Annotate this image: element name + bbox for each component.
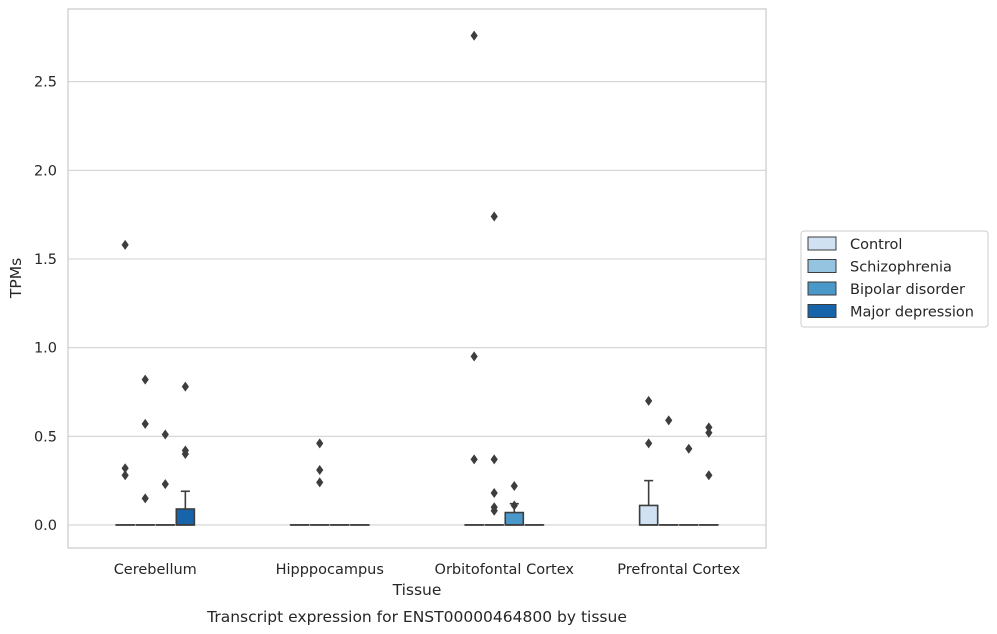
- y-tick-label: 1.5: [34, 252, 57, 268]
- outlier-point: [510, 500, 518, 511]
- outlier-point: [316, 438, 324, 449]
- x-tick-label: Prefrontal Cortex: [617, 562, 740, 578]
- legend-swatch: [807, 281, 837, 296]
- outlier-point: [141, 374, 149, 385]
- legend: Control Schizophrenia Bipolar disorder Majo…: [800, 230, 989, 328]
- outlier-point: [141, 493, 149, 504]
- box-group: [484, 211, 505, 526]
- outlier-point: [705, 427, 713, 438]
- box-group: [699, 422, 719, 526]
- box-group: [658, 415, 679, 526]
- gridlines: [68, 81, 766, 526]
- outlier-point: [685, 443, 693, 454]
- box-group: [309, 438, 330, 526]
- y-tick-label: 1.0: [34, 341, 57, 357]
- x-axis-ticks: Cerebellum Hipppocampus Orbitofontal Corte…: [114, 562, 741, 578]
- outlier-point: [121, 463, 129, 474]
- y-tick-label: 2.5: [34, 75, 57, 91]
- y-tick-label: 0.5: [34, 429, 57, 445]
- legend-label: Schizophrenia: [850, 260, 952, 276]
- box-group: [504, 480, 525, 526]
- outlier-point: [490, 454, 498, 465]
- box-group: [115, 239, 135, 526]
- outlier-point: [121, 239, 129, 250]
- x-tick-label: Orbitofontal Cortex: [435, 562, 575, 578]
- outlier-point: [645, 438, 653, 449]
- box-layer: [115, 30, 719, 526]
- box-group: [175, 381, 196, 526]
- legend-swatch: [807, 236, 837, 251]
- outlier-point: [161, 479, 169, 490]
- box: [638, 504, 659, 526]
- outlier-point: [705, 422, 713, 433]
- outlier-point: [490, 505, 498, 516]
- outlier-point: [490, 488, 498, 499]
- box: [504, 511, 525, 526]
- legend-frame: [800, 230, 989, 328]
- outlier-point: [181, 449, 189, 460]
- outlier-point: [121, 470, 129, 481]
- x-tick-label: Hipppocampus: [276, 562, 384, 578]
- outlier-point: [645, 395, 653, 406]
- outlier-point: [161, 429, 169, 440]
- outlier-point: [490, 211, 498, 222]
- outlier-point: [470, 454, 478, 465]
- y-tick-label: 2.0: [34, 163, 57, 179]
- legend-swatch: [807, 259, 837, 273]
- outlier-point: [316, 477, 324, 488]
- outlier-point: [510, 480, 518, 491]
- outlier-point: [181, 381, 189, 392]
- chart-caption: Transcript expression for ENST0000046480…: [206, 608, 627, 626]
- box-group: [135, 374, 156, 526]
- y-axis-title: TPMs: [7, 258, 25, 299]
- x-axis-title: Tissue: [392, 581, 442, 599]
- legend-items: Control Schizophrenia Bipolar disorder Majo…: [807, 236, 974, 321]
- outlier-point: [141, 418, 149, 429]
- box-group: [464, 30, 484, 526]
- box-group: [678, 443, 699, 526]
- legend-label: Control: [850, 237, 902, 253]
- legend-label: Bipolar disorder: [850, 282, 965, 298]
- x-tick-label: Cerebellum: [114, 562, 197, 578]
- outlier-point: [470, 351, 478, 362]
- plot-frame: [67, 8, 767, 549]
- box-group: [155, 429, 176, 526]
- box-group: [638, 395, 659, 526]
- outlier-point: [316, 464, 324, 475]
- y-tick-label: 0.0: [34, 518, 57, 534]
- outlier-point: [470, 30, 478, 41]
- legend-label: Major depression: [850, 305, 974, 321]
- y-axis-ticks: 0.0 0.5 1.0 1.5 2.0 2.5: [34, 75, 57, 534]
- outlier-point: [665, 415, 673, 426]
- legend-swatch: [807, 304, 837, 318]
- outlier-point: [705, 470, 713, 481]
- box: [175, 508, 196, 526]
